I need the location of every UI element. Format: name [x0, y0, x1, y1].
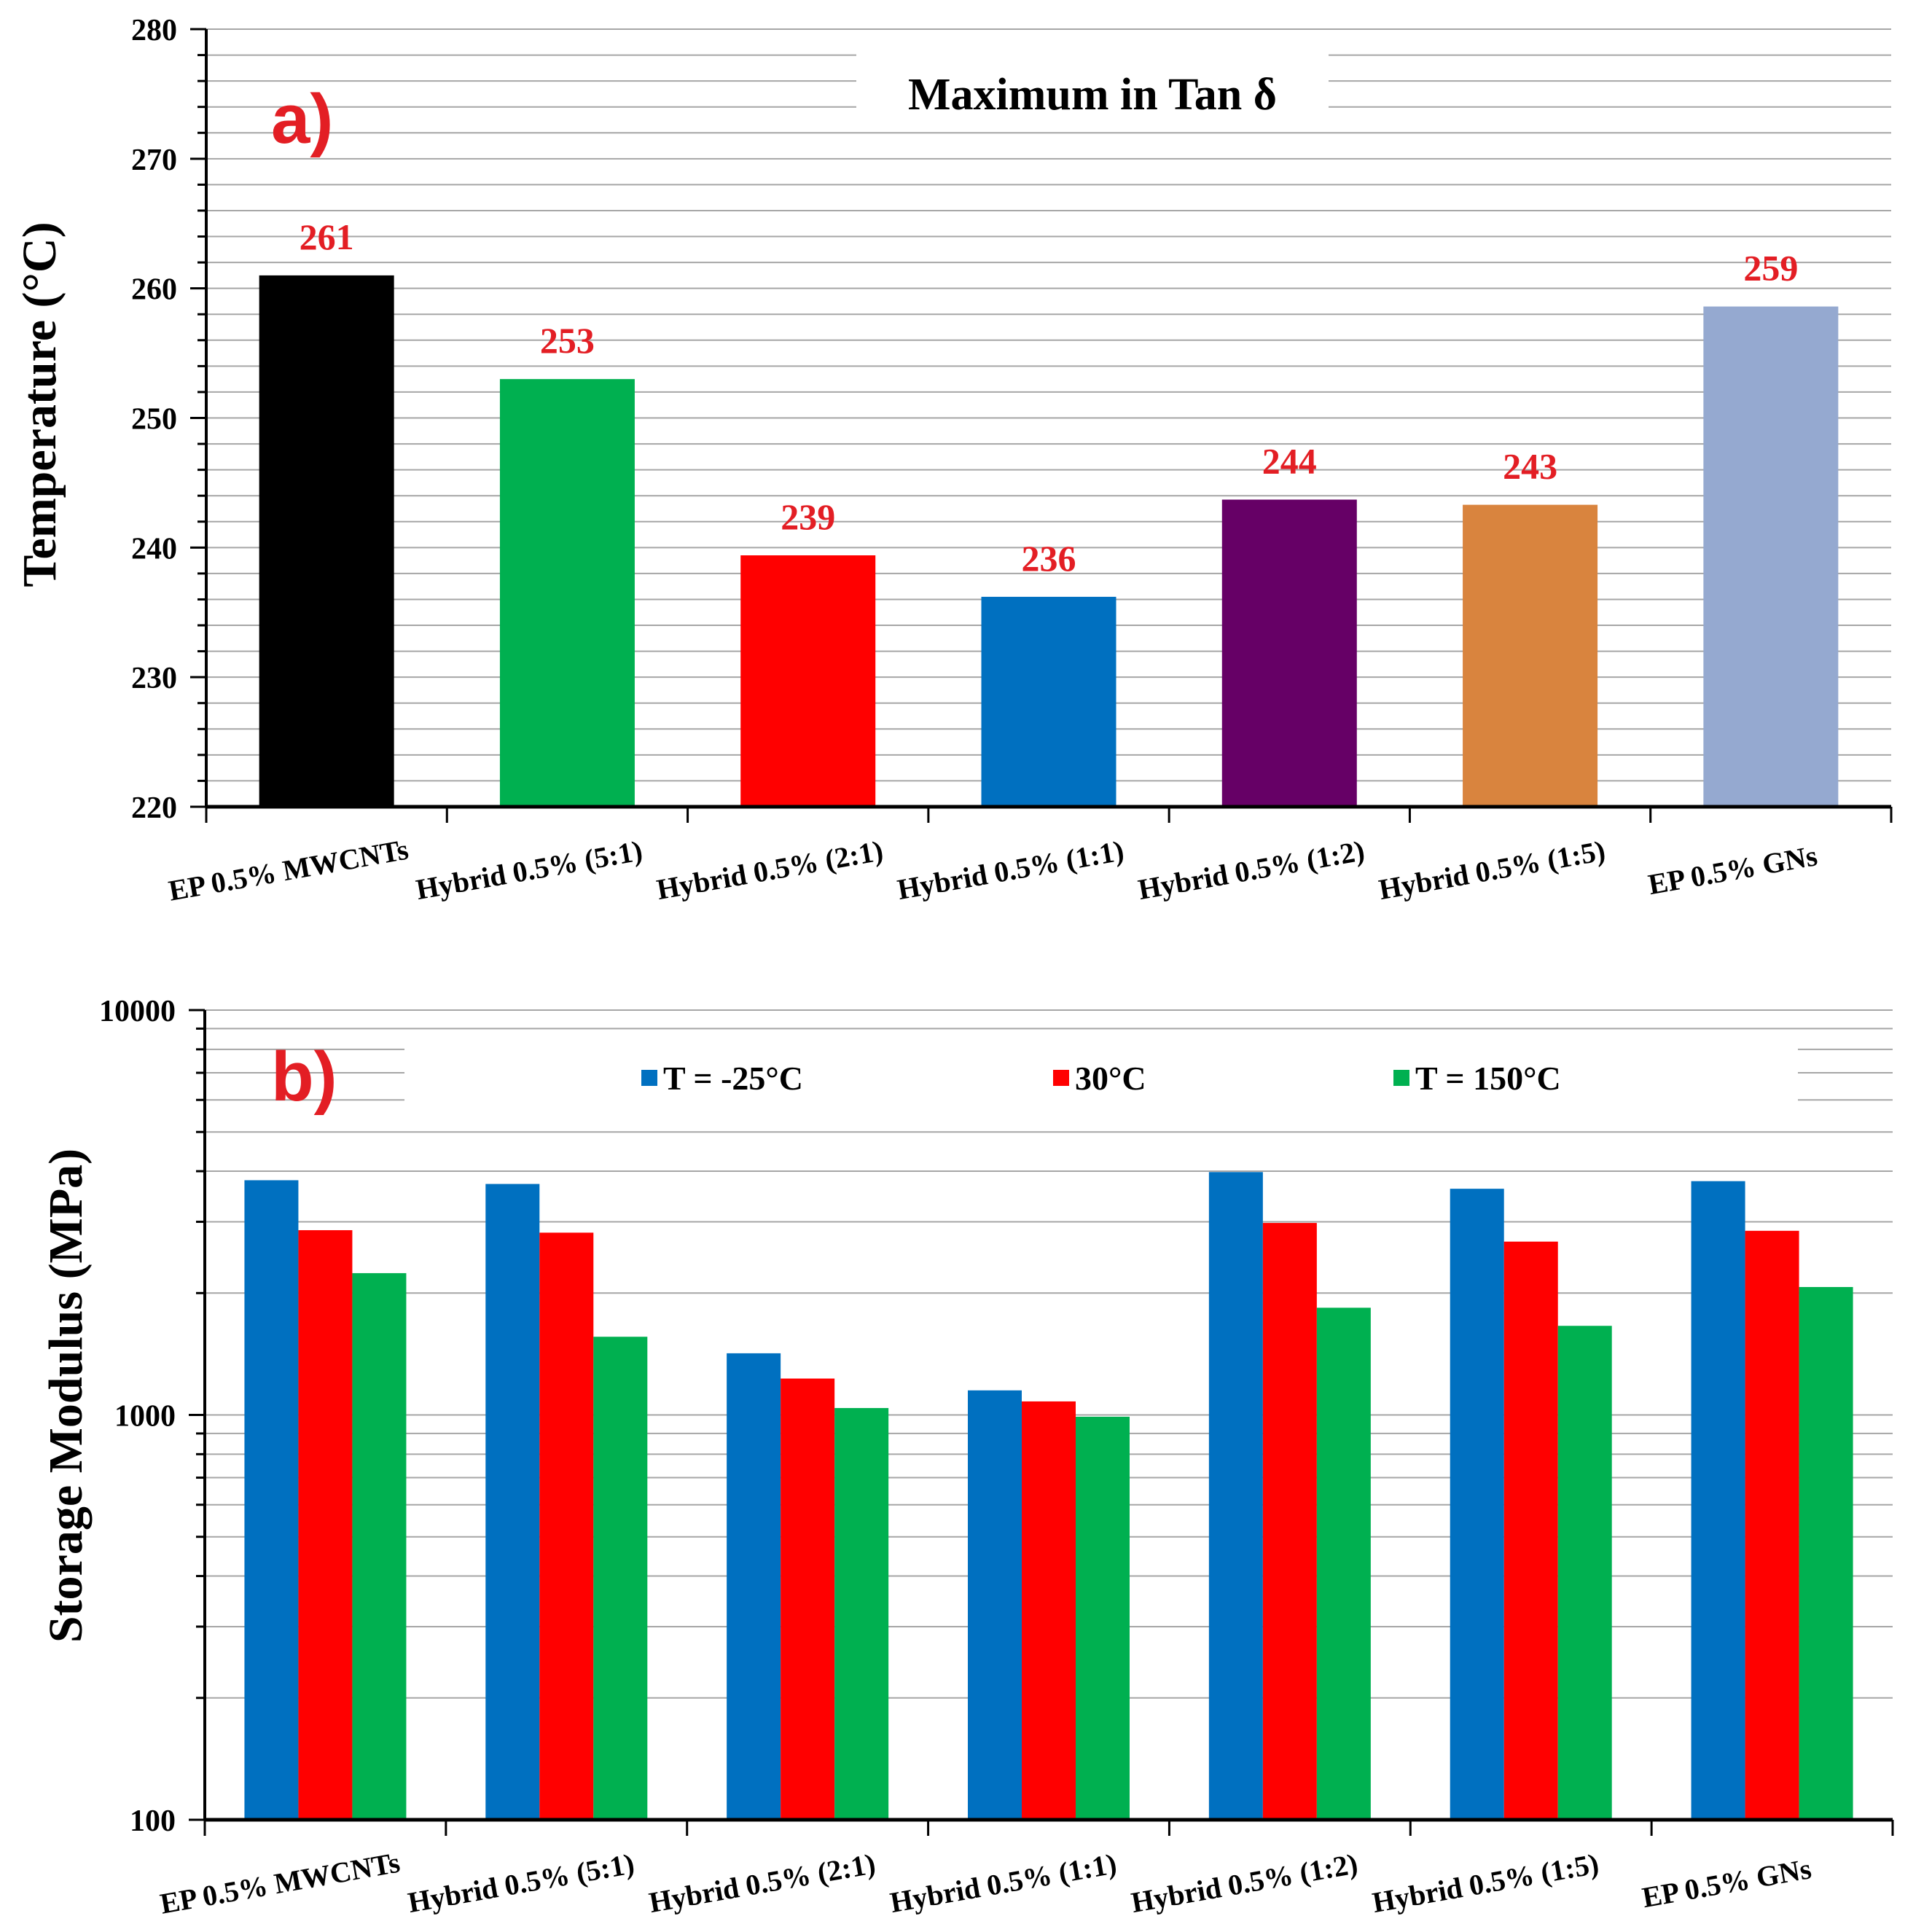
panel-a-y-tick-label: 270	[131, 144, 177, 177]
panel-b-legend-label: T = -25°C	[663, 1060, 803, 1097]
panel-b-category-label: Hybrid 0.5% (1:1)	[888, 1847, 1119, 1919]
panel-a-gridlines	[206, 28, 1891, 782]
panel-b-y-tick-label: 100	[130, 1804, 176, 1838]
panel-b-bar	[1503, 1241, 1558, 1820]
panel-b-bar	[1691, 1181, 1745, 1820]
panel-a-value-label: 236	[1022, 538, 1076, 579]
panel-b-category-label: Hybrid 0.5% (1:2)	[1129, 1847, 1360, 1919]
panel-a-value-label: 259	[1743, 248, 1798, 289]
panel-a-y-tick-label: 250	[131, 403, 177, 437]
panel-b-bar	[1076, 1416, 1130, 1820]
panel-b-tag: b)	[271, 1038, 337, 1116]
panel-a-y-tick-label: 260	[131, 273, 177, 307]
panel-b-legend-label: 30°C	[1075, 1060, 1146, 1097]
panel-b-bar	[539, 1232, 594, 1820]
panel-a-category-label: Hybrid 0.5% (1:2)	[1135, 834, 1366, 906]
panel-b-x-tick-labels: EP 0.5% MWCNTs Hybrid 0.5% (5:1) Hybrid 0.…	[157, 1846, 1813, 1920]
panel-b-bar	[485, 1184, 540, 1820]
panel-b-bar	[1262, 1223, 1317, 1820]
panel-b-category-label: Hybrid 0.5% (5:1)	[405, 1847, 636, 1919]
panel-a-category-label: Hybrid 0.5% (5:1)	[413, 834, 644, 906]
panel-b-bar	[1557, 1326, 1612, 1820]
panel-a-bar	[259, 275, 394, 807]
panel-a-value-label: 243	[1503, 446, 1557, 487]
panel-b-category-label: Hybrid 0.5% (2:1)	[646, 1847, 877, 1919]
panel-a-category-label: EP 0.5% MWCNTs	[166, 833, 411, 907]
panel-a-value-label: 244	[1262, 441, 1317, 482]
panel-a-value-label: 261	[300, 216, 354, 257]
panel-a-y-tick-label: 240	[131, 532, 177, 566]
panel-b-category-label: Hybrid 0.5% (1:5)	[1370, 1847, 1601, 1919]
panel-a-title-background	[856, 52, 1329, 125]
panel-a-bar	[740, 555, 876, 807]
panel-a-value-label: 239	[781, 496, 835, 537]
panel-a-value-labels: 261 253 239 236 244 243 259	[300, 216, 1799, 579]
panel-b-y-axis-label: Storage Modulus (MPa)	[39, 1149, 93, 1643]
panel-a-bar	[1703, 306, 1839, 807]
panel-a-chart: 261 253 239 236 244 243 259 Maximum in Tan δ a…	[13, 14, 1893, 907]
panel-b-bar	[1208, 1172, 1263, 1820]
panel-b-bar	[298, 1229, 353, 1820]
panel-b-legend-swatch	[1393, 1070, 1409, 1086]
panel-b-y-tick-label: 1000	[114, 1400, 176, 1434]
panel-b-bar	[968, 1390, 1022, 1820]
panel-b-bar	[593, 1337, 648, 1820]
panel-b-bar	[1450, 1189, 1504, 1820]
panel-b-y-tick-label: 10000	[99, 995, 176, 1028]
panel-b-bar	[781, 1378, 835, 1820]
panel-a-bars	[259, 275, 1839, 807]
panel-a-x-tick-labels: EP 0.5% MWCNTs Hybrid 0.5% (5:1) Hybrid 0.…	[166, 833, 1820, 907]
panel-b-bar	[1745, 1230, 1799, 1820]
panel-a-category-label: Hybrid 0.5% (1:5)	[1376, 834, 1607, 906]
panel-a-value-label: 253	[540, 320, 595, 361]
panel-a-category-label: Hybrid 0.5% (2:1)	[654, 834, 885, 906]
panel-a-bar	[499, 379, 635, 807]
panel-a-tag: a)	[271, 80, 333, 158]
panel-a-y-tick-label: 220	[131, 791, 177, 825]
panel-a-category-label: Hybrid 0.5% (1:1)	[895, 834, 1126, 906]
panel-b-category-label: EP 0.5% GNs	[1640, 1852, 1814, 1914]
panel-b-bar	[727, 1353, 781, 1820]
panel-b-chart: b) T = -25°C 30°C T = 150°C 100 1000 10000 E…	[39, 995, 1894, 1920]
panel-a-y-axis-label: Temperature (°C)	[13, 222, 66, 587]
panel-b-bar	[834, 1408, 889, 1820]
panel-a-bar	[1463, 504, 1598, 807]
panel-b-legend-label: T = 150°C	[1415, 1060, 1561, 1097]
panel-b-legend-background	[404, 1035, 1798, 1115]
panel-a-title: Maximum in Tan δ	[908, 70, 1277, 120]
panel-a-category-label: EP 0.5% GNs	[1646, 839, 1820, 901]
panel-b-legend-swatch	[1053, 1070, 1069, 1086]
panel-b-y-tick-labels: 100 1000 10000	[99, 995, 176, 1838]
panel-a-y-tick-label: 230	[131, 662, 177, 695]
panel-b-bar	[244, 1180, 299, 1820]
panel-a-bar	[1221, 499, 1357, 807]
panel-a-axes	[190, 28, 1893, 823]
panel-b-bar	[1022, 1401, 1076, 1820]
panel-a-bar	[981, 596, 1116, 807]
panel-b-legend-swatch	[641, 1070, 657, 1086]
panel-b-category-label: EP 0.5% MWCNTs	[157, 1846, 402, 1920]
panel-b-legend: T = -25°C 30°C T = 150°C	[641, 1060, 1561, 1097]
panel-a-y-tick-label: 280	[131, 14, 177, 47]
panel-b-bar	[1799, 1286, 1853, 1820]
panel-b-bar	[352, 1272, 407, 1820]
panel-b-axes	[189, 1009, 1894, 1836]
panel-b-bar	[1316, 1307, 1371, 1820]
panel-a-y-tick-labels: 220 230 240 250 260 270 280	[131, 14, 177, 825]
panel-b-bars	[244, 1172, 1853, 1820]
